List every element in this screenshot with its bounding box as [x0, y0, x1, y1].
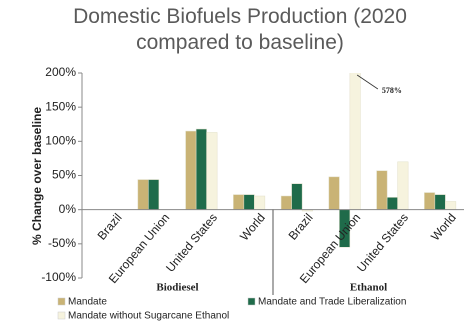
bar — [386, 197, 398, 210]
y-tick-label: 0% — [59, 202, 77, 216]
legend-label: Mandate — [68, 297, 107, 308]
bar — [243, 194, 255, 210]
bar — [195, 128, 207, 210]
group-label: Ethanol — [350, 282, 387, 294]
bar — [185, 130, 197, 210]
chart-title: Domestic Biofuels Production (2020 compa… — [73, 5, 407, 54]
bar — [280, 195, 292, 210]
legend-swatch — [247, 297, 256, 306]
bar — [397, 161, 409, 210]
legend-label: Mandate without Sugarcane Ethanol — [68, 311, 229, 322]
x-tick-label: Brazil — [95, 211, 125, 243]
bar — [254, 195, 266, 210]
bar — [445, 201, 457, 210]
group-label: Biodiesel — [156, 282, 198, 294]
legend-swatch — [57, 297, 66, 306]
y-tick-label: 200% — [45, 65, 76, 79]
x-tick-label: World — [237, 211, 268, 244]
bar — [233, 194, 245, 210]
bar — [376, 170, 388, 210]
y-tick-label: 100% — [45, 134, 76, 148]
y-tick-label: -50% — [48, 236, 76, 250]
data-label: 578% — [382, 86, 402, 95]
bar — [434, 194, 446, 210]
annotation-arrow — [356, 74, 379, 90]
legend-label: Mandate and Trade Liberalization — [258, 297, 406, 308]
bar — [206, 132, 218, 210]
bar — [137, 179, 149, 210]
y-axis-label: % Change over baseline — [30, 107, 44, 245]
legend-swatch — [57, 311, 66, 320]
y-tick-label: 150% — [45, 99, 76, 113]
bar — [291, 183, 303, 210]
bar — [328, 176, 340, 210]
bar — [148, 179, 160, 210]
bar — [424, 192, 436, 210]
y-tick-label: 50% — [52, 168, 76, 182]
y-tick-label: -100% — [41, 270, 76, 284]
x-tick-label: World — [428, 211, 459, 244]
x-tick-label: Brazil — [286, 211, 316, 243]
bar — [349, 73, 361, 210]
